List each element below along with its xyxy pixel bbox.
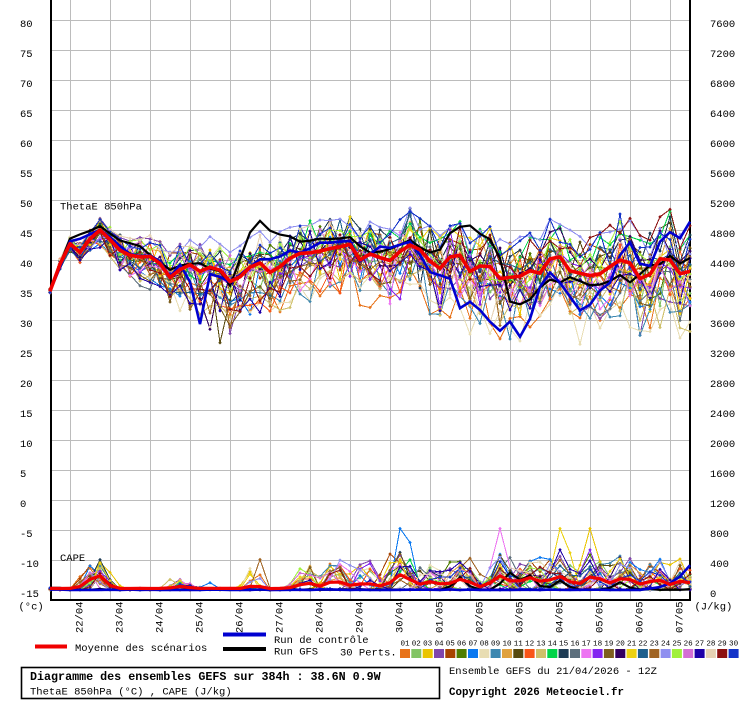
svg-text:1600: 1600 xyxy=(710,469,735,481)
svg-text:5200: 5200 xyxy=(710,199,735,211)
svg-text:4000: 4000 xyxy=(710,289,735,301)
svg-text:12: 12 xyxy=(525,641,535,649)
svg-text:55: 55 xyxy=(20,169,33,181)
svg-text:6800: 6800 xyxy=(710,79,735,91)
svg-text:22: 22 xyxy=(638,641,648,649)
svg-text:5: 5 xyxy=(20,469,26,481)
svg-text:23/04: 23/04 xyxy=(115,601,127,633)
svg-text:25: 25 xyxy=(672,641,682,649)
svg-text:Copyright 2026 Meteociel.fr: Copyright 2026 Meteociel.fr xyxy=(449,687,624,699)
svg-text:CAPE: CAPE xyxy=(60,553,85,565)
svg-text:75: 75 xyxy=(20,49,33,61)
svg-text:800: 800 xyxy=(710,529,729,541)
svg-text:2800: 2800 xyxy=(710,379,735,391)
svg-text:6400: 6400 xyxy=(710,109,735,121)
svg-text:6000: 6000 xyxy=(710,139,735,151)
svg-text:1200: 1200 xyxy=(710,499,735,511)
svg-text:23: 23 xyxy=(650,641,660,649)
svg-text:5600: 5600 xyxy=(710,169,735,181)
svg-text:7600: 7600 xyxy=(710,19,735,31)
svg-text:09: 09 xyxy=(491,641,501,649)
svg-text:-5: -5 xyxy=(20,529,33,541)
svg-text:25/04: 25/04 xyxy=(195,601,207,633)
svg-text:28/04: 28/04 xyxy=(315,601,327,633)
svg-text:20: 20 xyxy=(616,641,626,649)
svg-text:13: 13 xyxy=(536,641,546,649)
svg-text:08: 08 xyxy=(480,641,490,649)
svg-text:02/05: 02/05 xyxy=(475,601,487,633)
svg-text:0: 0 xyxy=(20,499,26,511)
svg-text:04/05: 04/05 xyxy=(555,601,567,633)
svg-text:3600: 3600 xyxy=(710,319,735,331)
svg-text:10: 10 xyxy=(502,641,512,649)
svg-text:06: 06 xyxy=(457,641,467,649)
svg-text:27/04: 27/04 xyxy=(275,601,287,633)
svg-text:11: 11 xyxy=(514,641,524,649)
svg-text:14: 14 xyxy=(548,641,558,649)
svg-text:Run GFS: Run GFS xyxy=(274,647,318,659)
svg-text:2400: 2400 xyxy=(710,409,735,421)
svg-text:18: 18 xyxy=(593,641,603,649)
svg-text:19: 19 xyxy=(604,641,614,649)
svg-text:06/05: 06/05 xyxy=(635,601,647,633)
svg-text:25: 25 xyxy=(20,349,33,361)
svg-text:22/04: 22/04 xyxy=(75,601,87,633)
svg-text:4800: 4800 xyxy=(710,229,735,241)
svg-text:26/04: 26/04 xyxy=(235,601,247,633)
svg-text:24/04: 24/04 xyxy=(155,601,167,633)
svg-text:30: 30 xyxy=(729,641,739,649)
svg-text:-10: -10 xyxy=(20,559,39,571)
svg-text:(°c): (°c) xyxy=(19,602,44,614)
svg-text:400: 400 xyxy=(710,559,729,571)
svg-text:07/05: 07/05 xyxy=(675,601,687,633)
svg-text:7200: 7200 xyxy=(710,49,735,61)
svg-text:Moyenne des scénarios: Moyenne des scénarios xyxy=(75,643,207,655)
svg-text:80: 80 xyxy=(20,19,33,31)
svg-text:30: 30 xyxy=(20,319,33,331)
svg-text:21: 21 xyxy=(627,641,637,649)
svg-text:20: 20 xyxy=(20,379,33,391)
svg-text:02: 02 xyxy=(412,641,422,649)
svg-text:17: 17 xyxy=(582,641,591,649)
svg-text:03/05: 03/05 xyxy=(515,601,527,633)
svg-text:03: 03 xyxy=(423,641,433,649)
svg-text:10: 10 xyxy=(20,439,33,451)
svg-text:Run de contrôle: Run de contrôle xyxy=(274,635,369,647)
svg-text:ThetaE 850hPa (°C) , CAPE (J/k: ThetaE 850hPa (°C) , CAPE (J/kg) xyxy=(30,687,232,699)
svg-text:2000: 2000 xyxy=(710,439,735,451)
svg-text:3200: 3200 xyxy=(710,349,735,361)
svg-text:05/05: 05/05 xyxy=(595,601,607,633)
svg-text:Diagramme des ensembles GEFS s: Diagramme des ensembles GEFS sur 384h : … xyxy=(30,670,382,684)
svg-text:60: 60 xyxy=(20,139,33,151)
svg-text:65: 65 xyxy=(20,109,33,121)
svg-text:16: 16 xyxy=(570,641,580,649)
svg-text:ThetaE 850hPa: ThetaE 850hPa xyxy=(60,202,142,214)
svg-text:07: 07 xyxy=(468,641,477,649)
svg-text:28: 28 xyxy=(706,641,716,649)
svg-text:4400: 4400 xyxy=(710,259,735,271)
svg-text:27: 27 xyxy=(695,641,704,649)
svg-text:70: 70 xyxy=(20,79,33,91)
svg-text:0: 0 xyxy=(710,589,716,601)
svg-text:26: 26 xyxy=(684,641,694,649)
svg-text:50: 50 xyxy=(20,199,33,211)
svg-text:Ensemble GEFS du 21/04/2026 -: Ensemble GEFS du 21/04/2026 - 12Z xyxy=(449,666,657,678)
svg-text:35: 35 xyxy=(20,289,33,301)
svg-text:29/04: 29/04 xyxy=(355,601,367,633)
svg-text:15: 15 xyxy=(20,409,33,421)
svg-text:15: 15 xyxy=(559,641,569,649)
svg-text:05: 05 xyxy=(446,641,456,649)
svg-text:04: 04 xyxy=(434,641,444,649)
svg-text:(J/kg): (J/kg) xyxy=(695,602,733,614)
svg-text:30/04: 30/04 xyxy=(395,601,407,633)
svg-text:24: 24 xyxy=(661,641,671,649)
svg-text:45: 45 xyxy=(20,229,33,241)
svg-text:01/05: 01/05 xyxy=(435,601,447,633)
svg-text:40: 40 xyxy=(20,259,33,271)
svg-text:30 Perts.: 30 Perts. xyxy=(340,648,397,660)
svg-text:01: 01 xyxy=(400,641,410,649)
svg-text:29: 29 xyxy=(718,641,728,649)
svg-text:-15: -15 xyxy=(20,589,39,601)
